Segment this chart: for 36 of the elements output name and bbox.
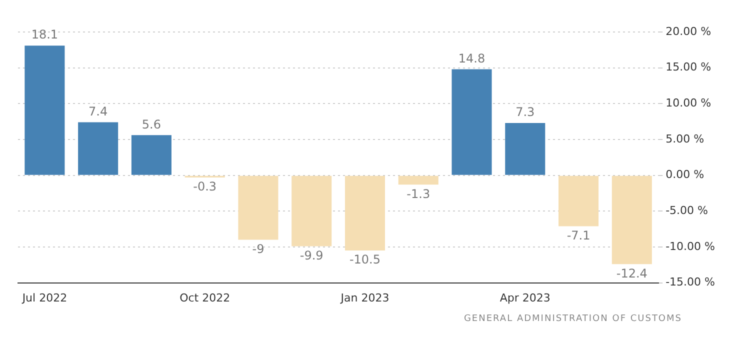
bar bbox=[612, 176, 652, 264]
bar bbox=[452, 69, 492, 175]
x-tick-label: Oct 2022 bbox=[180, 291, 230, 304]
bar bbox=[238, 176, 278, 240]
x-tick-label: Jan 2023 bbox=[340, 291, 390, 304]
y-tick-label: -5.00 % bbox=[666, 204, 708, 217]
bar bbox=[78, 122, 118, 175]
bar bbox=[505, 123, 546, 175]
y-tick-label: 15.00 % bbox=[666, 60, 712, 74]
data-label: 5.6 bbox=[142, 117, 162, 132]
data-label: 7.3 bbox=[516, 105, 535, 120]
data-label: 7.4 bbox=[88, 104, 108, 118]
data-label: 18.1 bbox=[31, 28, 58, 42]
data-label: -7.1 bbox=[566, 228, 590, 242]
bar bbox=[398, 176, 438, 185]
bar bbox=[292, 176, 332, 246]
data-label: -1.3 bbox=[406, 186, 430, 201]
y-tick-label: 0.00 % bbox=[666, 168, 704, 182]
bar bbox=[24, 46, 65, 175]
bar bbox=[344, 176, 386, 251]
y-tick-label: 5.00 % bbox=[666, 132, 704, 146]
y-tick-label: 20.00 % bbox=[666, 24, 712, 38]
x-tick-label: Apr 2023 bbox=[500, 291, 550, 304]
data-label: -9.9 bbox=[300, 248, 324, 262]
x-tick-label: Jul 2022 bbox=[21, 291, 68, 304]
y-tick-label: -15.00 % bbox=[666, 276, 716, 289]
data-label: -9 bbox=[252, 242, 264, 256]
text: GENERAL ADMINISTRATION OF CUSTOMS bbox=[462, 314, 683, 324]
data-label: -0.3 bbox=[193, 180, 217, 194]
data-label: -12.4 bbox=[616, 266, 648, 280]
bar bbox=[558, 176, 599, 226]
bar bbox=[131, 135, 172, 175]
data-label: 14.8 bbox=[458, 51, 486, 66]
data-label: -10.5 bbox=[349, 252, 381, 267]
y-tick-label: 10.00 % bbox=[666, 96, 712, 110]
y-tick-label: -10.00 % bbox=[666, 240, 716, 253]
